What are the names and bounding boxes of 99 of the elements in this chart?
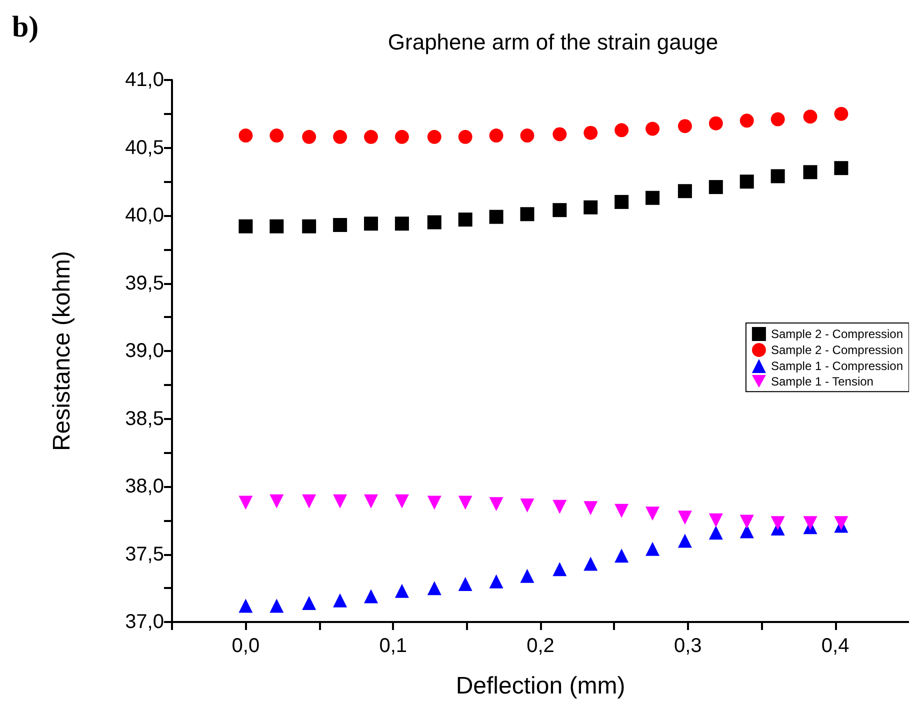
point [520, 207, 534, 222]
legend-label: Sample 1 - Tension [770, 374, 874, 388]
point [270, 128, 284, 143]
x-tick-label: 0,3 [674, 635, 702, 657]
x-axis-title: Deflection (mm) [456, 672, 626, 700]
point [552, 127, 567, 142]
x-tick-label: 0,2 [526, 635, 554, 657]
point [394, 584, 409, 598]
point [708, 526, 723, 540]
point [270, 494, 284, 508]
y-tick-label: 39,0 [125, 340, 164, 362]
legend-label: Sample 1 - Compression [770, 359, 904, 373]
point [584, 501, 598, 516]
point [834, 106, 848, 121]
point [520, 128, 534, 143]
point [770, 169, 785, 184]
point [678, 534, 692, 548]
point [489, 210, 504, 224]
chart-title: Graphene arm of the strain gauge [388, 30, 718, 54]
legend-label: Sample 2 - Compression [770, 327, 904, 341]
point [270, 219, 284, 234]
point [520, 498, 534, 512]
point [646, 190, 660, 205]
legend-label: Sample 2 - Compression [770, 343, 904, 357]
point [520, 568, 534, 583]
point [364, 589, 378, 604]
point [770, 112, 785, 126]
point [552, 203, 567, 218]
x-tick-label: 0,0 [232, 635, 260, 657]
point [614, 504, 629, 518]
point [708, 116, 723, 130]
point [614, 194, 629, 209]
point [333, 218, 348, 232]
point [834, 161, 848, 176]
point [364, 130, 378, 144]
point [427, 496, 442, 510]
point [740, 174, 754, 189]
point [708, 180, 723, 194]
point [302, 219, 316, 234]
point [458, 496, 472, 510]
point [238, 496, 253, 510]
point [646, 506, 660, 521]
point [394, 216, 409, 231]
point [740, 114, 754, 128]
y-tick-label: 37,5 [125, 543, 164, 566]
point [238, 219, 253, 234]
point [552, 562, 567, 576]
point [302, 494, 316, 508]
point [302, 130, 316, 144]
y-tick-label: 38,0 [125, 476, 164, 498]
point [270, 598, 284, 613]
point [489, 497, 504, 512]
point [678, 510, 692, 525]
point [740, 524, 754, 538]
point [584, 200, 598, 214]
point [394, 494, 409, 508]
point [740, 514, 754, 529]
y-tick-label: 40,0 [125, 204, 164, 226]
point [489, 574, 504, 588]
y-tick-label: 38,5 [125, 408, 164, 430]
point [333, 593, 348, 608]
point [364, 216, 378, 231]
point [584, 126, 598, 140]
x-tick-label: 0,4 [821, 635, 850, 657]
point [394, 130, 409, 144]
point [584, 556, 598, 571]
point [458, 212, 472, 227]
point [333, 130, 348, 144]
point [708, 513, 723, 528]
point [646, 542, 660, 556]
point [834, 516, 848, 530]
point [770, 516, 785, 530]
point [803, 110, 818, 124]
point [238, 128, 253, 143]
point [458, 577, 472, 592]
point [427, 581, 442, 596]
point [238, 598, 253, 613]
y-axis-title: Resistance (kohm) [48, 250, 76, 452]
text: b) [12, 10, 39, 44]
point [427, 215, 442, 230]
point [678, 184, 692, 198]
y-tick-label: 41,0 [125, 69, 164, 91]
point [333, 494, 348, 508]
y-tick-label: 37,0 [125, 611, 164, 633]
point [614, 123, 629, 138]
point [678, 119, 692, 134]
point [458, 130, 472, 144]
x-tick-label: 0,1 [379, 635, 408, 657]
point [646, 122, 660, 136]
point [803, 516, 818, 530]
y-tick-label: 40,5 [125, 136, 164, 159]
point [552, 500, 567, 514]
point [302, 596, 316, 610]
point [427, 130, 442, 144]
point [803, 165, 818, 180]
y-tick-label: 39,5 [125, 272, 164, 294]
point [364, 494, 378, 508]
point [489, 128, 504, 143]
point [614, 548, 629, 563]
